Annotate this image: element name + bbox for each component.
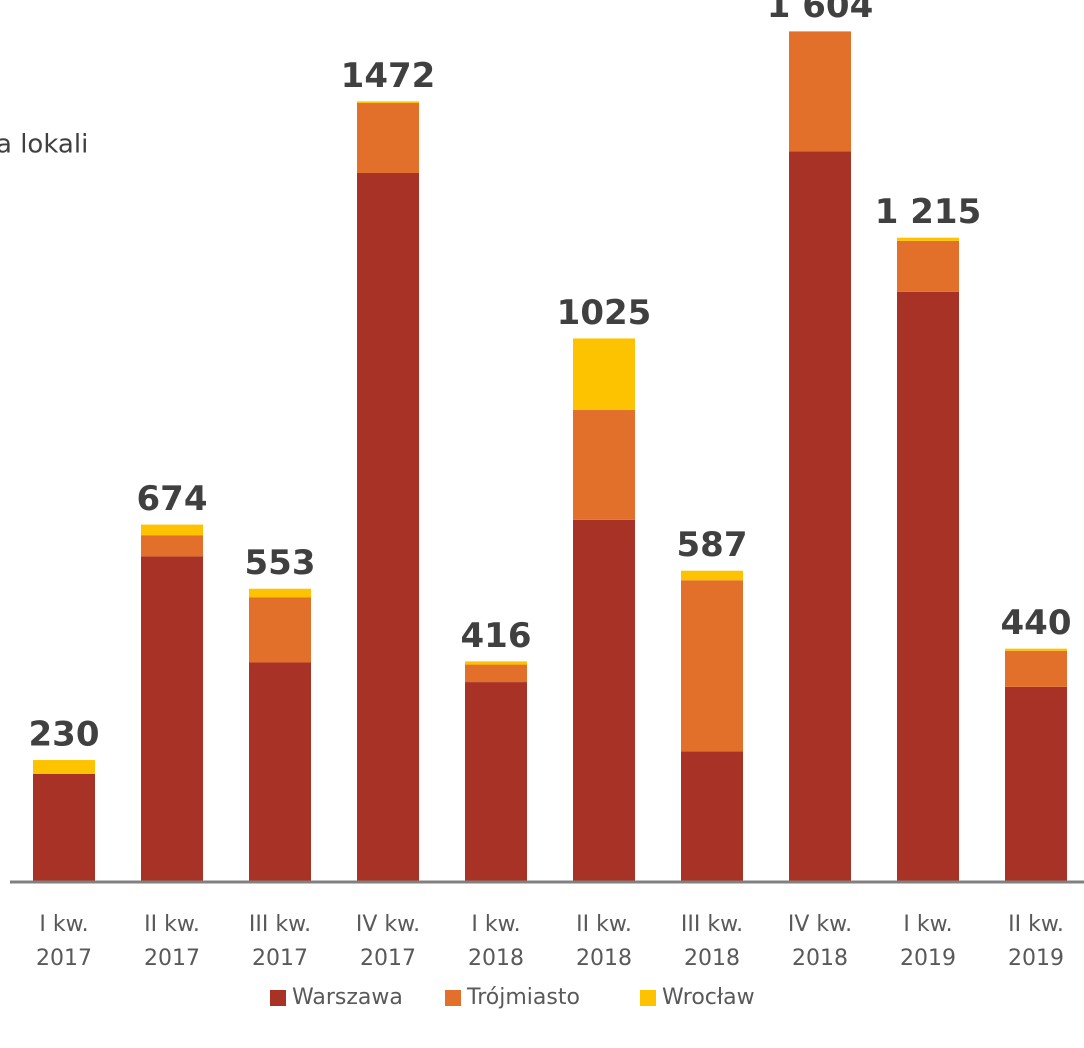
x-tick-label: II kw. 2019: [1008, 912, 1064, 971]
bar-segment: [897, 240, 959, 292]
total-label: 1025: [557, 293, 652, 333]
legend-label: Warszawa: [292, 985, 403, 1010]
bar-segment: [789, 31, 851, 152]
bar-segment: [573, 519, 635, 882]
x-tick-label: II kw. 2017: [144, 912, 200, 971]
bar-segment: [357, 102, 419, 173]
legend-label: Trójmiasto: [467, 985, 580, 1010]
bar-segment: [465, 682, 527, 882]
bar-segment: [357, 101, 419, 103]
x-tick-label: II kw. 2018: [576, 912, 632, 971]
bar-segment: [249, 662, 311, 882]
legend-item: Wrocław: [640, 985, 755, 1010]
bar-segment: [681, 751, 743, 882]
legend-item: Trójmiasto: [445, 985, 580, 1010]
legend-item: Warszawa: [270, 985, 403, 1010]
bar-segment: [681, 570, 743, 581]
bar-segment: [897, 291, 959, 883]
bar-segment: [1005, 650, 1067, 687]
total-label: 674: [137, 479, 208, 519]
bar-segment: [33, 773, 95, 882]
chart-title: a lokali: [0, 130, 88, 160]
bar-segment: [141, 524, 203, 536]
bar-segment: [681, 580, 743, 752]
total-label: 1 215: [875, 192, 981, 232]
bar-segment: [897, 237, 959, 241]
x-tick-label: I kw. 2019: [900, 912, 956, 971]
legend-swatch: [445, 989, 461, 1006]
x-tick-label: III kw. 2017: [248, 912, 312, 971]
x-tick-label: III kw. 2018: [680, 912, 744, 971]
total-label: 1 604: [767, 0, 873, 26]
bar-segment: [573, 338, 635, 411]
x-tick-label: IV kw. 2018: [787, 912, 853, 971]
bar-segment: [573, 410, 635, 520]
bar-segment: [33, 760, 95, 774]
bar-segment: [141, 556, 203, 882]
bar-segment: [465, 664, 527, 683]
bar-segment: [357, 172, 419, 882]
x-tick-label: I kw. 2017: [36, 912, 92, 971]
total-label: 553: [245, 543, 316, 583]
bar-segment: [1005, 648, 1067, 651]
bar-segment: [249, 588, 311, 598]
total-label: 416: [461, 616, 532, 656]
bar-segment: [465, 661, 527, 665]
x-tick-label: IV kw. 2017: [355, 912, 421, 971]
bar-segment: [789, 151, 851, 882]
legend-swatch: [270, 989, 286, 1006]
legend-label: Wrocław: [662, 985, 755, 1010]
bar-segment: [141, 535, 203, 557]
bar-segment: [1005, 686, 1067, 882]
total-label: 1472: [341, 56, 436, 96]
legend-swatch: [640, 989, 656, 1006]
total-label: 440: [1001, 603, 1072, 643]
total-label: 230: [29, 715, 100, 755]
bar-segment: [249, 597, 311, 663]
total-label: 587: [677, 525, 748, 565]
x-tick-label: I kw. 2018: [468, 912, 524, 971]
